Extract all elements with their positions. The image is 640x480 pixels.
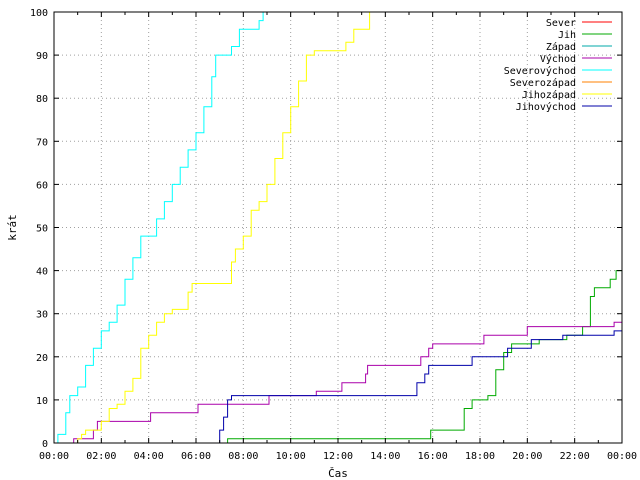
y-tick-label: 60 <box>36 180 48 191</box>
x-tick-label: 16:00 <box>418 451 448 462</box>
y-tick-label: 50 <box>36 224 48 235</box>
x-tick-label: 22:00 <box>560 451 590 462</box>
legend-label-sever: Sever <box>546 18 576 29</box>
legend-label-jih: Jih <box>558 30 576 41</box>
series-line-vychod <box>71 321 622 444</box>
legend-label-vychod: Východ <box>540 53 576 65</box>
series-lines <box>54 12 623 444</box>
series-line-jihovychod <box>215 322 623 444</box>
legend-label-severozapad: Severozápad <box>510 77 576 89</box>
x-tick-label: 12:00 <box>323 451 353 462</box>
y-tick-label: 70 <box>36 137 48 148</box>
series-line-severovychod <box>54 12 264 444</box>
x-tick-label: 20:00 <box>512 451 542 462</box>
x-tick-label: 08:00 <box>228 451 258 462</box>
x-tick-label: 04:00 <box>134 451 164 462</box>
x-axis-label: Čas <box>328 467 348 480</box>
y-tick-label: 20 <box>36 353 48 364</box>
x-tick-label: 00:00 <box>607 451 637 462</box>
y-tick-label: 30 <box>36 310 48 321</box>
grid <box>54 12 622 443</box>
y-axis-label: krát <box>6 214 19 241</box>
x-tick-label: 00:00 <box>39 451 69 462</box>
legend-label-jihovychod: Jihovýchod <box>516 101 576 113</box>
legend-label-zapad: Západ <box>546 41 576 53</box>
y-tick-label: 80 <box>36 94 48 105</box>
x-tick-label: 10:00 <box>276 451 306 462</box>
x-tick-label: 06:00 <box>181 451 211 462</box>
x-tick-label: 14:00 <box>370 451 400 462</box>
series-line-jihozapad <box>73 12 371 444</box>
x-tick-label: 18:00 <box>465 451 495 462</box>
legend-label-severovychod: Severovýchod <box>504 65 576 77</box>
axes: 0 10 20 30 40 50 60 70 80 90 100 00:00 02:00 04:00 06:… <box>30 8 637 462</box>
plot-border <box>53 11 623 444</box>
legend: SeverJihZápadVýchodSeverovýchodSeverozáp… <box>504 18 612 113</box>
y-tick-label: 40 <box>36 267 48 278</box>
legend-label-jihozapad: Jihozápad <box>522 89 576 101</box>
y-tick-label: 0 <box>42 439 48 450</box>
y-tick-label: 100 <box>30 8 48 19</box>
x-tick-label: 02:00 <box>86 451 116 462</box>
y-tick-label: 10 <box>36 396 48 407</box>
y-tick-label: 90 <box>36 51 48 62</box>
